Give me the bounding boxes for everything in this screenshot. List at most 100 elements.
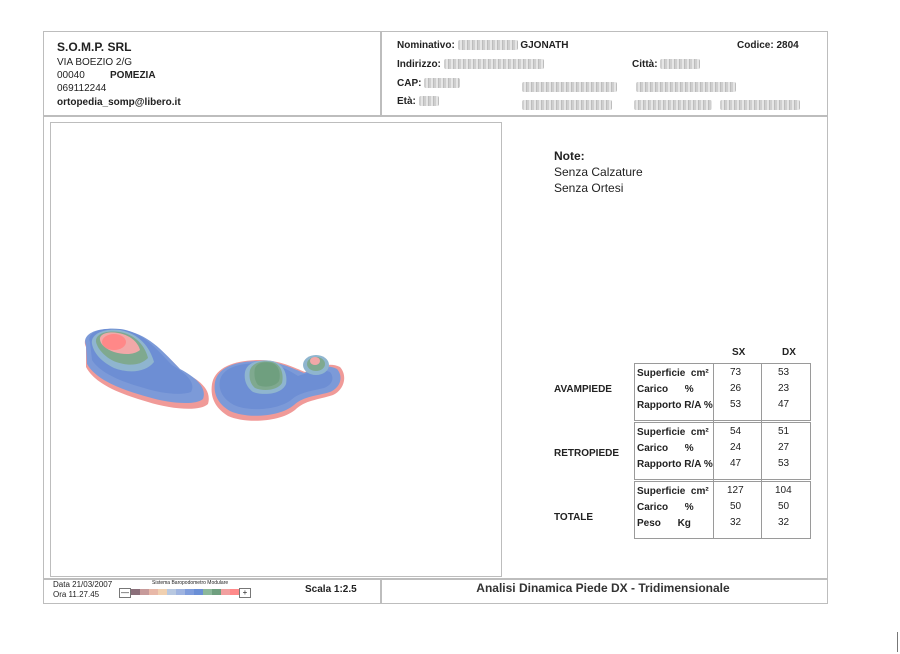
scale-swatch (221, 589, 230, 595)
scale-swatch (167, 589, 176, 595)
redacted-field (636, 81, 736, 92)
group-label-totale: TOTALE (554, 512, 594, 523)
row-value-sx: 32 (730, 517, 742, 528)
col-divider-1 (713, 363, 714, 538)
scale-swatch (140, 589, 149, 595)
redacted-block-5 (720, 96, 800, 114)
notes-line-1: Senza Calzature (554, 165, 643, 179)
group-label-retropiede: RETROPIEDE (554, 448, 620, 459)
left-foot-print (84, 328, 209, 409)
row-value-dx: 32 (778, 517, 790, 528)
scale-swatch (149, 589, 158, 595)
scale-swatch (131, 589, 140, 595)
redacted-field (457, 40, 518, 51)
redacted-field (634, 99, 712, 110)
col-header-dx: DX (782, 347, 796, 358)
patient-code-row: Codice: 2804 (737, 40, 799, 51)
eta-label: Età: (397, 96, 416, 107)
indirizzo-label: Indirizzo: (397, 59, 441, 70)
company-zip: 00040 (57, 70, 85, 81)
company-box (43, 31, 382, 117)
scale-swatch (158, 589, 167, 595)
redacted-field (522, 81, 617, 92)
scale-swatch (194, 589, 203, 595)
row-value-sx: 53 (730, 399, 742, 410)
scale-swatch (203, 589, 212, 595)
scale-minus-icon: — (119, 588, 131, 598)
company-phone: 069112244 (57, 83, 107, 94)
row-label: Rapporto R/A % (637, 400, 713, 411)
patient-cap-row: CAP: (397, 78, 461, 89)
scan-edge-mark (897, 632, 898, 652)
redacted-field (443, 59, 544, 70)
company-city: POMEZIA (110, 70, 156, 81)
row-label: Superficie cm² (637, 427, 709, 438)
patient-city-row: Città: (632, 59, 701, 70)
scale-swatch (230, 589, 239, 595)
redacted-field (418, 96, 439, 107)
patient-box (380, 31, 828, 117)
row-label: Superficie cm² (637, 368, 709, 379)
footer-scale: Scala 1:2.5 (305, 584, 357, 595)
plot-frame (50, 122, 502, 577)
redacted-block-3 (522, 96, 612, 114)
row-value-dx: 27 (778, 442, 790, 453)
row-value-dx: 104 (775, 485, 792, 496)
row-value-sx: 50 (730, 501, 742, 512)
row-value-dx: 23 (778, 383, 790, 394)
row-value-sx: 73 (730, 367, 742, 378)
group-label-avampiede: AVAMPIEDE (554, 384, 612, 395)
row-value-sx: 24 (730, 442, 742, 453)
row-label: Carico % (637, 502, 694, 513)
row-value-sx: 47 (730, 458, 742, 469)
footer-right-box (380, 578, 828, 604)
company-email: ortopedia_somp@libero.it (57, 97, 181, 108)
patient-address-row: Indirizzo: (397, 59, 544, 70)
row-value-sx: 26 (730, 383, 742, 394)
row-value-dx: 50 (778, 501, 790, 512)
row-value-dx: 47 (778, 399, 790, 410)
redacted-block-1 (522, 78, 617, 96)
foot-pressure-map (84, 328, 345, 421)
redacted-field (660, 59, 701, 70)
group-box-avampiede (634, 363, 811, 421)
scale-swatch (212, 589, 221, 595)
nominativo-value: GJONATH (520, 40, 569, 51)
row-value-dx: 51 (778, 426, 790, 437)
footer-time: Ora 11.27.45 (53, 590, 100, 599)
notes-line-2: Senza Ortesi (554, 181, 624, 195)
col-header-sx: SX (732, 347, 746, 358)
row-value-sx: 54 (730, 426, 742, 437)
redacted-block-2 (636, 78, 736, 96)
row-label: Carico % (637, 443, 694, 454)
redacted-field (522, 99, 612, 110)
footer-left-box (43, 578, 382, 604)
footer-date: Data 21/03/2007 (53, 580, 113, 589)
cap-label: CAP: (397, 78, 422, 89)
patient-age-row: Età: (397, 96, 439, 107)
scale-swatch (185, 589, 194, 595)
nominativo-label: Nominativo: (397, 40, 455, 51)
company-name: S.O.M.P. SRL (57, 40, 132, 54)
footer-system: Sistema Baropodometro Modulare (152, 580, 229, 586)
redacted-field (720, 99, 800, 110)
footer-title: Analisi Dinamica Piede DX - Tridimension… (476, 581, 730, 595)
row-label: Peso Kg (637, 518, 691, 529)
codice-value: 2804 (776, 40, 799, 51)
group-box-retropiede (634, 422, 811, 480)
row-value-dx: 53 (778, 367, 790, 378)
pressure-color-scale: — + (119, 588, 251, 598)
row-label: Superficie cm² (637, 486, 709, 497)
col-divider-2 (761, 363, 762, 538)
group-box-totale (634, 481, 811, 539)
scale-plus-icon: + (239, 588, 251, 598)
row-label: Carico % (637, 384, 694, 395)
redacted-field (424, 78, 461, 89)
notes-title: Note: (554, 149, 585, 163)
row-value-dx: 53 (778, 458, 790, 469)
citta-label: Città: (632, 59, 658, 70)
body-frame (43, 115, 828, 580)
redacted-block-4 (634, 96, 712, 114)
right-foot-print (211, 355, 345, 421)
scale-swatch (176, 589, 185, 595)
